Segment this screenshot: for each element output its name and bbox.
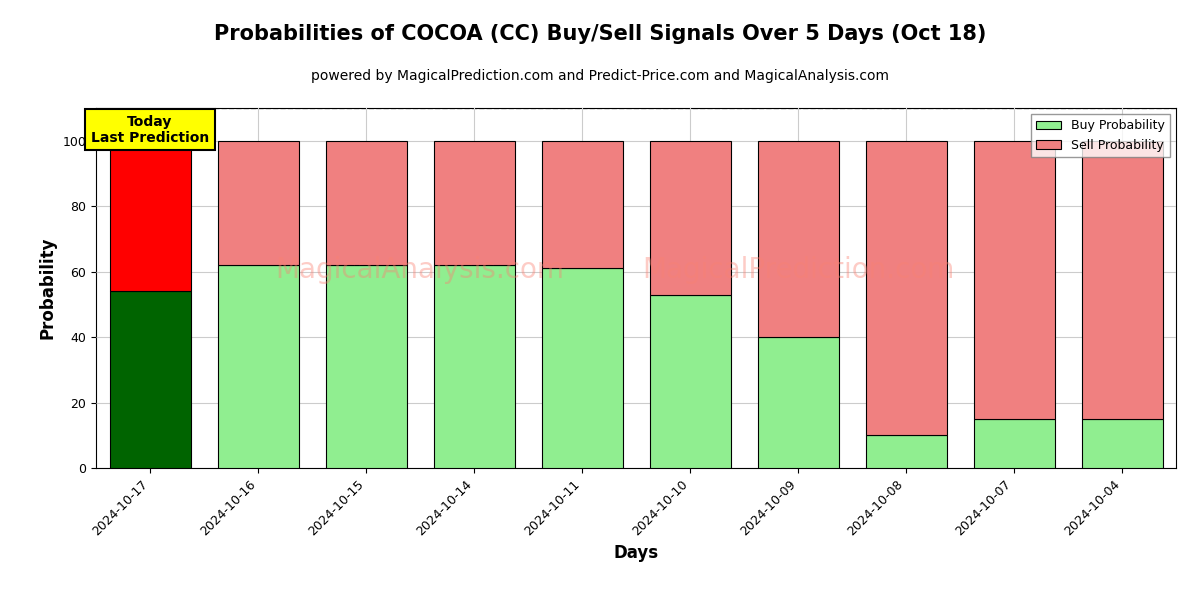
Bar xyxy=(649,295,731,468)
Text: powered by MagicalPrediction.com and Predict-Price.com and MagicalAnalysis.com: powered by MagicalPrediction.com and Pre… xyxy=(311,69,889,83)
Bar xyxy=(865,141,947,435)
Bar xyxy=(217,141,299,265)
Bar xyxy=(541,268,623,468)
Text: Today
Last Prediction: Today Last Prediction xyxy=(91,115,209,145)
Bar xyxy=(1081,141,1163,419)
Bar xyxy=(217,265,299,468)
Bar xyxy=(109,141,191,291)
Bar xyxy=(757,337,839,468)
Bar xyxy=(649,141,731,295)
Bar xyxy=(325,265,407,468)
Text: MagicalAnalysis.com: MagicalAnalysis.com xyxy=(276,256,564,284)
Bar xyxy=(973,419,1055,468)
X-axis label: Days: Days xyxy=(613,544,659,562)
Bar xyxy=(541,141,623,268)
Text: Probabilities of COCOA (CC) Buy/Sell Signals Over 5 Days (Oct 18): Probabilities of COCOA (CC) Buy/Sell Sig… xyxy=(214,24,986,44)
Text: MagicalPrediction.com: MagicalPrediction.com xyxy=(642,256,954,284)
Bar xyxy=(433,141,515,265)
Y-axis label: Probability: Probability xyxy=(38,237,56,339)
Bar xyxy=(973,141,1055,419)
Legend: Buy Probability, Sell Probability: Buy Probability, Sell Probability xyxy=(1031,114,1170,157)
Bar xyxy=(109,291,191,468)
Bar xyxy=(433,265,515,468)
Bar xyxy=(865,435,947,468)
Bar xyxy=(757,141,839,337)
Bar xyxy=(1081,419,1163,468)
Bar xyxy=(325,141,407,265)
